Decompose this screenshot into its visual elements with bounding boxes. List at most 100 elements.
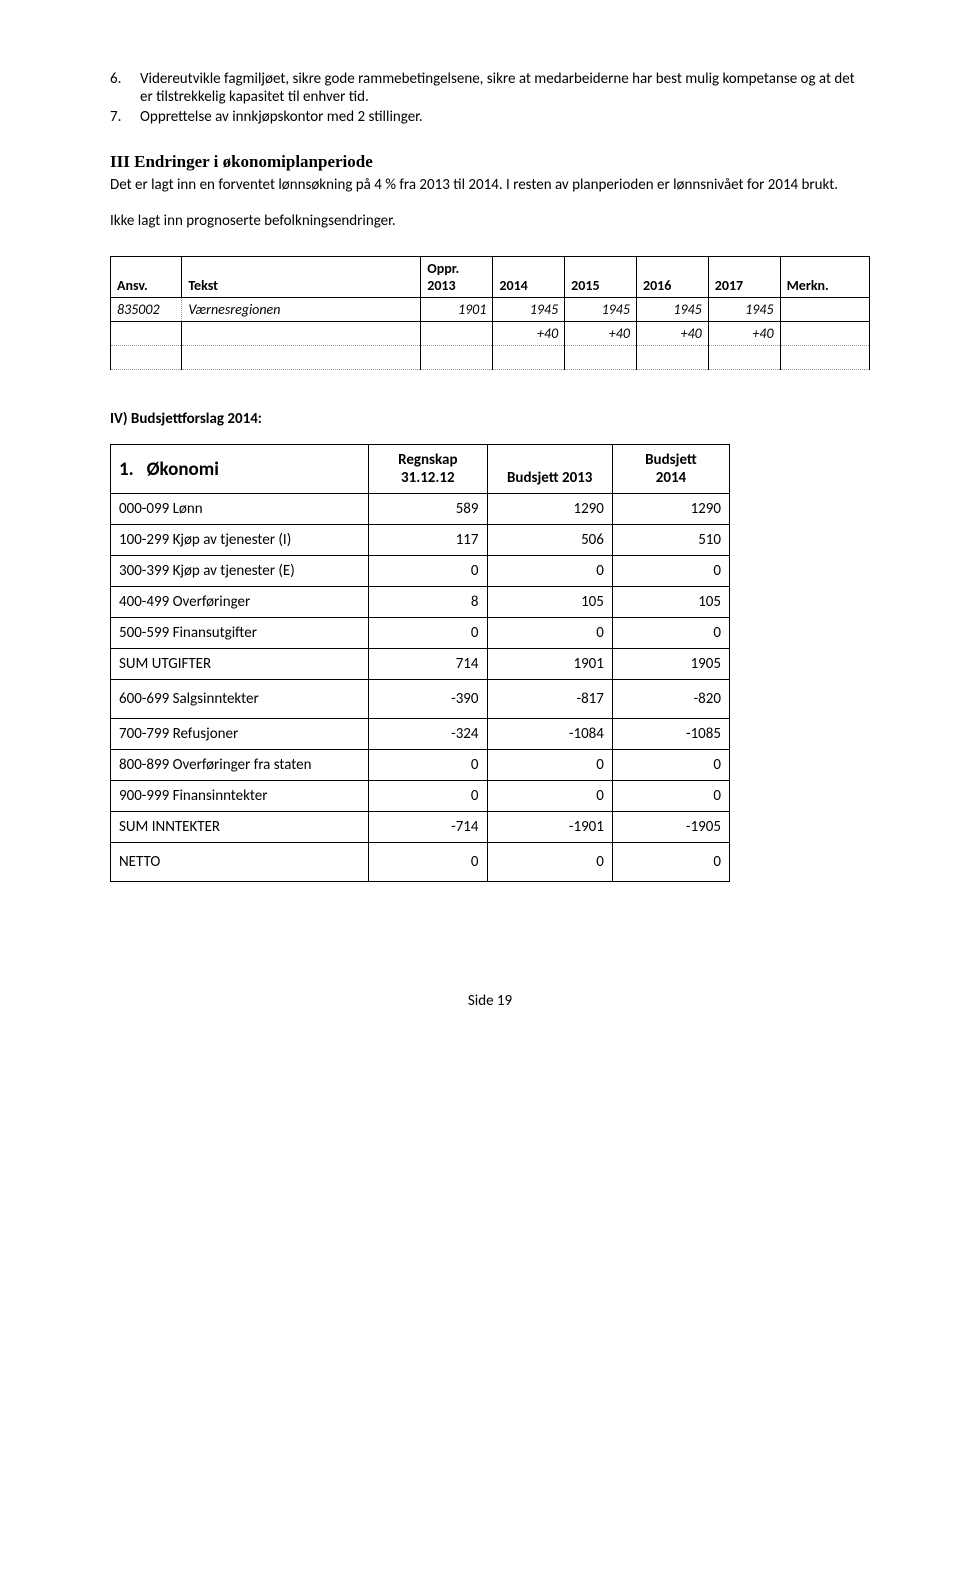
- col-tekst: Tekst: [182, 257, 421, 298]
- cell-2017: 1945: [708, 298, 780, 322]
- cell-2016: +40: [636, 322, 708, 346]
- cell-budsjett-2014: 0: [612, 750, 729, 781]
- col-ansv: Ansv.: [111, 257, 182, 298]
- cell-2013: [421, 322, 493, 346]
- cell-label: 500-599 Finansutgifter: [111, 618, 369, 649]
- numbered-list: 6. Videreutvikle fagmiljøet, sikre gode …: [110, 70, 870, 126]
- cell-tekst: Værnesregionen: [182, 298, 421, 322]
- table-header-row: 1. Økonomi Regnskap 31.12.12 Budsjett 20…: [111, 445, 730, 494]
- table-row: SUM INNTEKTER-714-1901-1905: [111, 812, 730, 843]
- list-number: 7.: [110, 108, 140, 126]
- oppr-label: Oppr.: [427, 260, 459, 277]
- cell-budsjett-2014: 1290: [612, 494, 729, 525]
- cell-budsjett-2014: 0: [612, 618, 729, 649]
- budsjett-label: Budsjett: [645, 451, 697, 469]
- lead-text: Økonomi: [147, 458, 219, 481]
- cell-budsjett-2013: -817: [487, 680, 612, 719]
- col-merkn: Merkn.: [780, 257, 869, 298]
- section-heading: IV) Budsjettforslag 2014:: [110, 410, 870, 428]
- cell-2013: [421, 346, 493, 370]
- paragraph: Ikke lagt inn prognoserte befolkningsend…: [110, 212, 870, 230]
- cell-2017: +40: [708, 322, 780, 346]
- table-row: 100-299 Kjøp av tjenester (I)117506510: [111, 525, 730, 556]
- cell-budsjett-2013: 0: [487, 781, 612, 812]
- col-2015: 2015: [565, 257, 637, 298]
- table-row: 500-599 Finansutgifter000: [111, 618, 730, 649]
- cell-ansv: 835002: [111, 298, 182, 322]
- cell-merkn: [780, 346, 869, 370]
- table-row: 300-399 Kjøp av tjenester (E)000: [111, 556, 730, 587]
- year-label: 2013: [427, 277, 455, 294]
- cell-2017: [708, 346, 780, 370]
- cell-2015: +40: [565, 322, 637, 346]
- list-number: 6.: [110, 70, 140, 106]
- col-2014: 2014: [493, 257, 565, 298]
- col-2016: 2016: [636, 257, 708, 298]
- cell-budsjett-2013: 506: [487, 525, 612, 556]
- cell-label: 700-799 Refusjoner: [111, 719, 369, 750]
- section-roman: III: [110, 152, 130, 171]
- cell-label: 400-499 Overføringer: [111, 587, 369, 618]
- cell-2016: [636, 346, 708, 370]
- cell-regnskap: 714: [369, 649, 487, 680]
- list-text: Opprettelse av innkjøpskontor med 2 stil…: [140, 108, 870, 126]
- cell-regnskap: 0: [369, 750, 487, 781]
- list-item: 6. Videreutvikle fagmiljøet, sikre gode …: [110, 70, 870, 106]
- cell-regnskap: 117: [369, 525, 487, 556]
- cell-2015: [565, 346, 637, 370]
- table-row: SUM UTGIFTER71419011905: [111, 649, 730, 680]
- cell-2014: 1945: [493, 298, 565, 322]
- cell-budsjett-2014: 105: [612, 587, 729, 618]
- cell-regnskap: 8: [369, 587, 487, 618]
- cell-label: 900-999 Finansinntekter: [111, 781, 369, 812]
- cell-regnskap: -324: [369, 719, 487, 750]
- cell-budsjett-2013: -1901: [487, 812, 612, 843]
- regnskap-label: Regnskap: [398, 451, 457, 469]
- cell-budsjett-2014: -1905: [612, 812, 729, 843]
- table-row: [111, 346, 870, 370]
- table-row: 600-699 Salgsinntekter-390-817-820: [111, 680, 730, 719]
- lead-num: 1.: [119, 458, 134, 481]
- cell-2014: [493, 346, 565, 370]
- cell-regnskap: 0: [369, 843, 487, 882]
- cell-budsjett-2014: 510: [612, 525, 729, 556]
- table-row: 900-999 Finansinntekter000: [111, 781, 730, 812]
- cell-budsjett-2014: 0: [612, 843, 729, 882]
- cell-regnskap: -714: [369, 812, 487, 843]
- cell-tekst: [182, 346, 421, 370]
- cell-budsjett-2013: 0: [487, 618, 612, 649]
- paragraph: Det er lagt inn en forventet lønnsøkning…: [110, 176, 870, 194]
- header-okonomi: 1. Økonomi: [111, 445, 369, 494]
- regnskap-date: 31.12.12: [401, 469, 455, 487]
- cell-budsjett-2013: 105: [487, 587, 612, 618]
- cell-label: SUM INNTEKTER: [111, 812, 369, 843]
- cell-budsjett-2014: 0: [612, 556, 729, 587]
- list-text: Videreutvikle fagmiljøet, sikre gode ram…: [140, 70, 870, 106]
- cell-2015: 1945: [565, 298, 637, 322]
- cell-ansv: [111, 346, 182, 370]
- cell-budsjett-2013: 0: [487, 750, 612, 781]
- cell-label: 300-399 Kjøp av tjenester (E): [111, 556, 369, 587]
- section-title: Endringer i økonomiplanperiode: [130, 152, 373, 171]
- table-row: 000-099 Lønn58912901290: [111, 494, 730, 525]
- budsjett-year: 2014: [656, 469, 686, 487]
- cell-budsjett-2013: 0: [487, 843, 612, 882]
- cell-tekst: [182, 322, 421, 346]
- col-2017: 2017: [708, 257, 780, 298]
- cell-budsjett-2014: 1905: [612, 649, 729, 680]
- cell-2016: 1945: [636, 298, 708, 322]
- header-regnskap: Regnskap 31.12.12: [369, 445, 487, 494]
- cell-label: NETTO: [111, 843, 369, 882]
- cell-budsjett-2014: -820: [612, 680, 729, 719]
- section-heading: III Endringer i økonomiplanperiode: [110, 152, 870, 172]
- cell-regnskap: 0: [369, 556, 487, 587]
- cell-budsjett-2014: 0: [612, 781, 729, 812]
- table-row: +40 +40 +40 +40: [111, 322, 870, 346]
- cell-budsjett-2013: 0: [487, 556, 612, 587]
- table-row: NETTO000: [111, 843, 730, 882]
- header-budsjett-2014: Budsjett 2014: [612, 445, 729, 494]
- cell-budsjett-2013: 1290: [487, 494, 612, 525]
- cell-regnskap: 589: [369, 494, 487, 525]
- table-row: 835002 Værnesregionen 1901 1945 1945 194…: [111, 298, 870, 322]
- cell-budsjett-2014: -1085: [612, 719, 729, 750]
